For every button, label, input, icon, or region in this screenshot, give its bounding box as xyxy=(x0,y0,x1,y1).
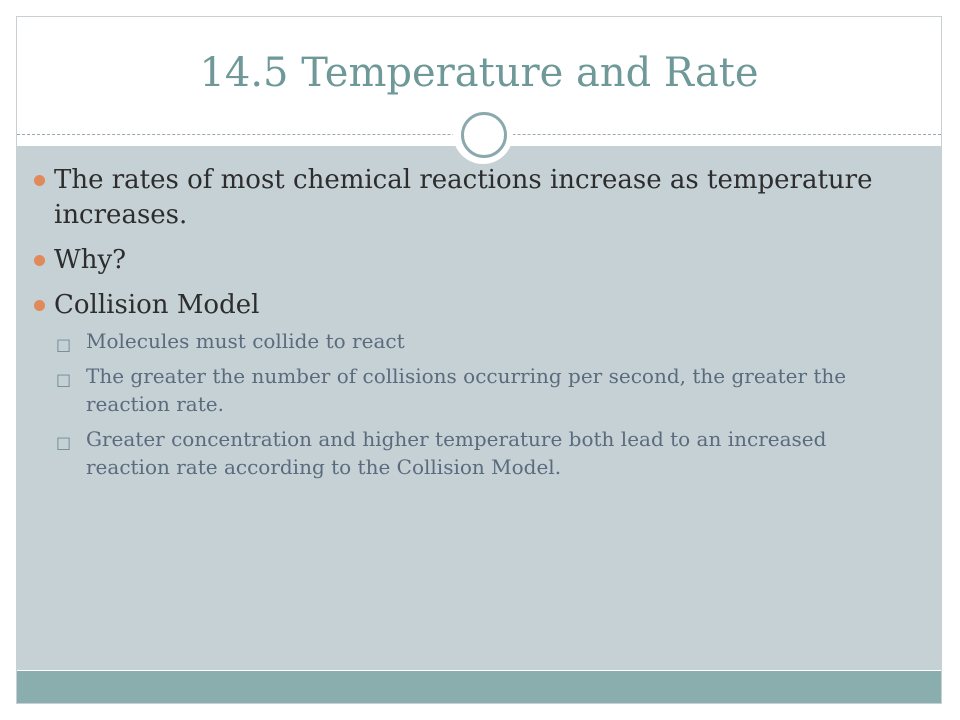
bullet-text: Why? xyxy=(54,245,127,275)
bullet-item: Collision Model □ Molecules must collide… xyxy=(34,288,904,481)
ring-icon xyxy=(461,112,507,158)
slide-title: 14.5 Temperature and Rate xyxy=(199,50,759,96)
bullet-text: The rates of most chemical reactions inc… xyxy=(54,165,873,230)
hollow-square-bullet-icon: □ xyxy=(56,370,72,389)
bullet-dot-icon xyxy=(34,300,45,311)
sub-bullet-text: Molecules must collide to react xyxy=(86,329,405,353)
hollow-square-bullet-icon: □ xyxy=(56,433,72,452)
sub-bullet-item: □ Molecules must collide to react xyxy=(56,327,904,355)
content-area xyxy=(17,146,941,670)
bullet-dot-icon xyxy=(34,255,45,266)
footer-band xyxy=(17,671,941,703)
bullet-text: Collision Model xyxy=(54,290,260,320)
hollow-square-bullet-icon: □ xyxy=(56,335,72,354)
slide: 14.5 Temperature and Rate xyxy=(16,16,942,704)
sub-bullet-text: The greater the number of collisions occ… xyxy=(86,364,847,416)
sub-bullet-item: □ Greater concentration and higher tempe… xyxy=(56,425,904,481)
bullet-item: Why? xyxy=(34,243,904,278)
sub-bullet-list: □ Molecules must collide to react □ The … xyxy=(54,327,904,481)
bullet-item: The rates of most chemical reactions inc… xyxy=(34,163,904,233)
sub-bullet-text: Greater concentration and higher tempera… xyxy=(86,427,827,479)
bullet-dot-icon xyxy=(34,175,45,186)
sub-bullet-item: □ The greater the number of collisions o… xyxy=(56,362,904,418)
bullet-list: The rates of most chemical reactions inc… xyxy=(34,163,904,491)
